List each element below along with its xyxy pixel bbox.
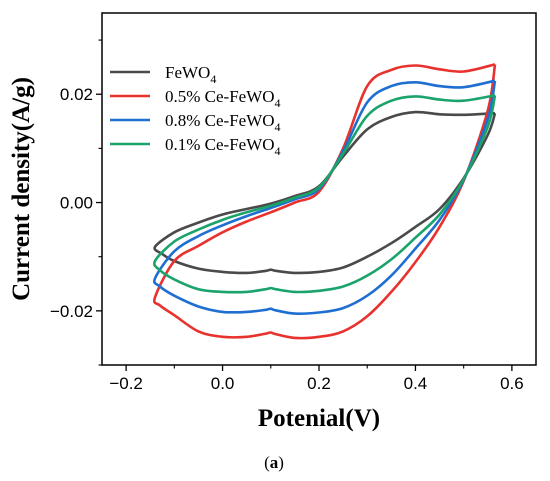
legend-label-3: 0.8% Ce-FeWO4 xyxy=(165,111,281,134)
y-axis-title: Current density(A/g) xyxy=(8,77,35,301)
legend-label-4: 0.1% Ce-FeWO4 xyxy=(165,135,281,158)
axis-ticks: −0.2 0.0 0.2 0.4 0.6 −0.02 0.00 0.02 xyxy=(50,39,524,393)
series-layer xyxy=(153,63,497,340)
y-tick-label: 0.02 xyxy=(60,85,93,104)
series-line-3 xyxy=(153,79,497,315)
x-tick-label: −0.2 xyxy=(109,374,143,393)
caption-label: a xyxy=(270,453,279,472)
legend-label-2: 0.5% Ce-FeWO4 xyxy=(165,87,281,110)
x-tick-label: 0.2 xyxy=(307,374,331,393)
legend-label-1: FeWO4 xyxy=(165,63,216,86)
x-tick-label: 0.6 xyxy=(500,374,524,393)
series-line-2 xyxy=(153,63,497,340)
y-tick-label: −0.02 xyxy=(50,302,93,321)
x-axis-title: Potenial(V) xyxy=(258,405,380,432)
series-line-4 xyxy=(153,94,497,294)
y-tick-label: 0.00 xyxy=(60,194,93,213)
figure-caption: (a) xyxy=(264,453,284,472)
x-tick-label: 0.0 xyxy=(211,374,235,393)
x-tick-label: 0.4 xyxy=(404,374,428,393)
